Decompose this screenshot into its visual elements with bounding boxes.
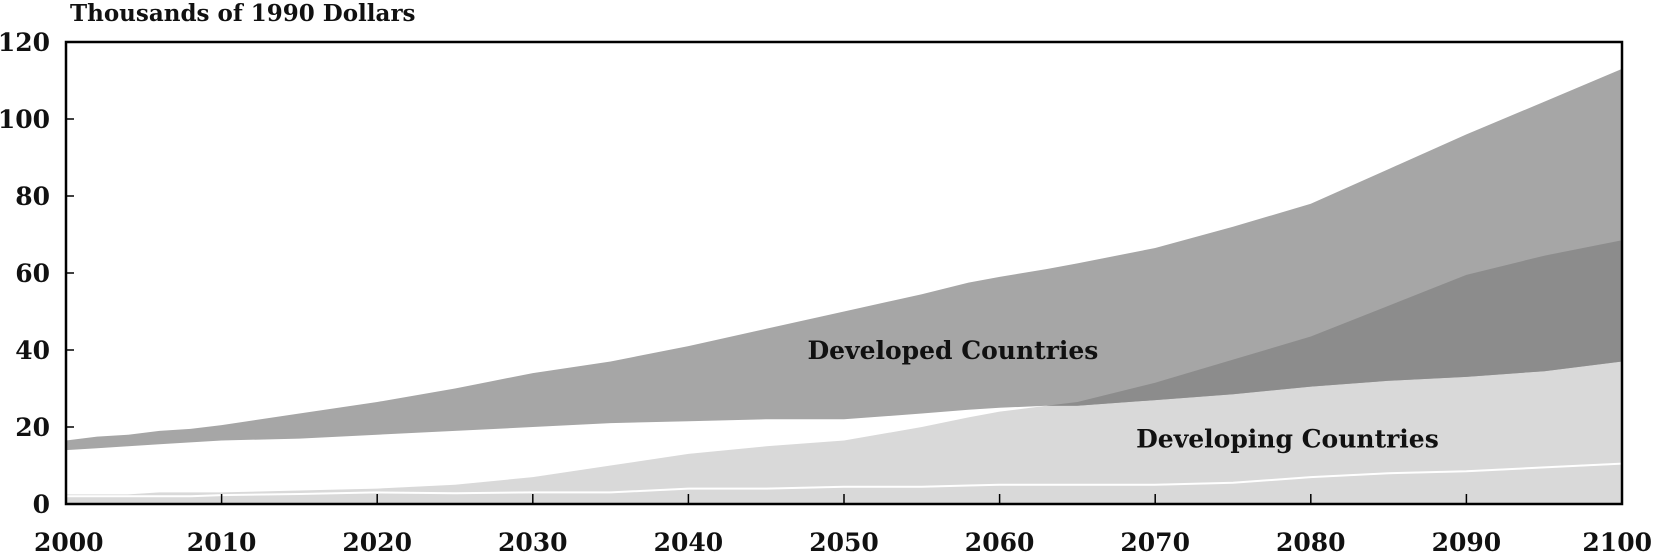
y-axis: 0 20 40 60 80 100 120 [0,28,74,519]
overlap-band [66,240,1622,495]
x-tick-label: 2040 [654,528,724,557]
x-tick-label: 2070 [1120,528,1190,557]
developing-countries-band [66,240,1622,505]
x-tick-label: 2020 [342,528,412,557]
y-tick-label: 80 [15,182,50,211]
x-tick-label: 2000 [34,528,104,557]
x-tick-label: 2080 [1276,528,1346,557]
developing-inner-line [66,462,1623,498]
x-tick-label: 2030 [498,528,568,557]
x-tick-label: 2010 [187,528,257,557]
developing-countries-label: Developing Countries [1136,425,1439,454]
x-axis: 2000 2010 2020 2030 2040 2050 2060 2070 2080 2090… [34,494,1652,557]
x-tick-label: 2100 [1582,528,1652,557]
chart-areas [66,68,1623,505]
y-tick-label: 100 [0,105,50,134]
x-tick-label: 2050 [809,528,879,557]
y-tick-label: 0 [33,490,50,519]
y-tick-label: 20 [15,413,50,442]
y-axis-title: Thousands of 1990 Dollars [70,0,416,27]
developed-countries-label: Developed Countries [807,336,1098,365]
y-tick-label: 120 [0,28,50,57]
x-tick-label: 2090 [1432,528,1502,557]
y-tick-label: 40 [15,336,50,365]
x-tick-label: 2060 [965,528,1035,557]
y-tick-label: 60 [15,259,50,288]
developed-countries-band [66,68,1622,451]
